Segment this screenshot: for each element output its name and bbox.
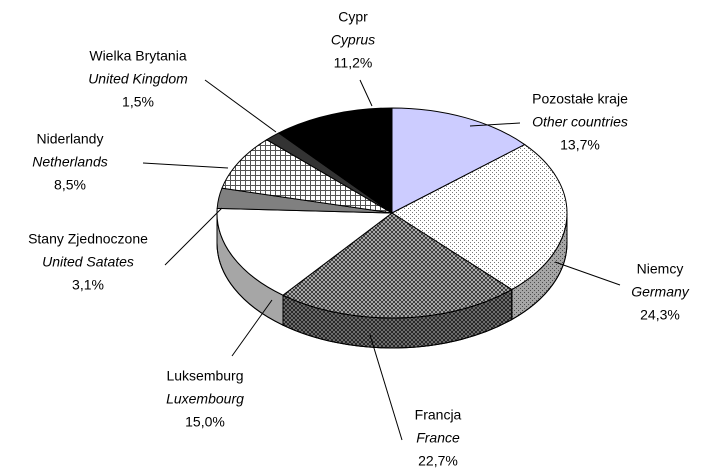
label-pl: Francja <box>415 407 462 423</box>
label-pl: Pozostałe kraje <box>532 91 628 107</box>
label-en: France <box>416 430 460 446</box>
slice <box>390 143 568 291</box>
label-en: Luxembourg <box>166 391 244 407</box>
label-en: United Kingdom <box>88 71 188 87</box>
slice <box>391 107 526 214</box>
value-label: 22,7% <box>418 453 458 469</box>
slice <box>221 139 393 214</box>
value-label: 24,3% <box>640 307 680 323</box>
leader-line <box>142 162 229 169</box>
value-label: 8,5% <box>54 177 86 193</box>
label-en: Germany <box>631 284 690 300</box>
leader-line <box>204 79 277 133</box>
label-pl: Stany Zjednoczone <box>28 231 148 247</box>
value-label: 13,7% <box>560 137 600 153</box>
label-en: Cyprus <box>331 32 375 48</box>
label-en: Other countries <box>532 114 628 130</box>
value-label: 1,5% <box>122 94 154 110</box>
leader-line <box>369 334 403 441</box>
label-pl: Niemcy <box>637 261 684 277</box>
slice <box>277 107 393 214</box>
value-label: 15,0% <box>185 414 225 430</box>
label-pl: Cypr <box>338 9 368 25</box>
label-en: Netherlands <box>32 154 108 170</box>
leader-line <box>359 79 373 107</box>
slice <box>282 212 513 319</box>
leader-line <box>469 122 521 127</box>
label-en: United Satates <box>42 254 134 270</box>
label-pl: Luksemburg <box>166 368 243 384</box>
value-label: 3,1% <box>72 277 104 293</box>
slice <box>216 207 394 296</box>
value-label: 11,2% <box>334 55 373 71</box>
label-pl: Wielka Brytania <box>89 48 186 64</box>
leader-line <box>231 299 273 357</box>
leader-line <box>164 207 223 266</box>
leader-line <box>554 261 621 286</box>
label-pl: Niderlandy <box>37 131 104 147</box>
